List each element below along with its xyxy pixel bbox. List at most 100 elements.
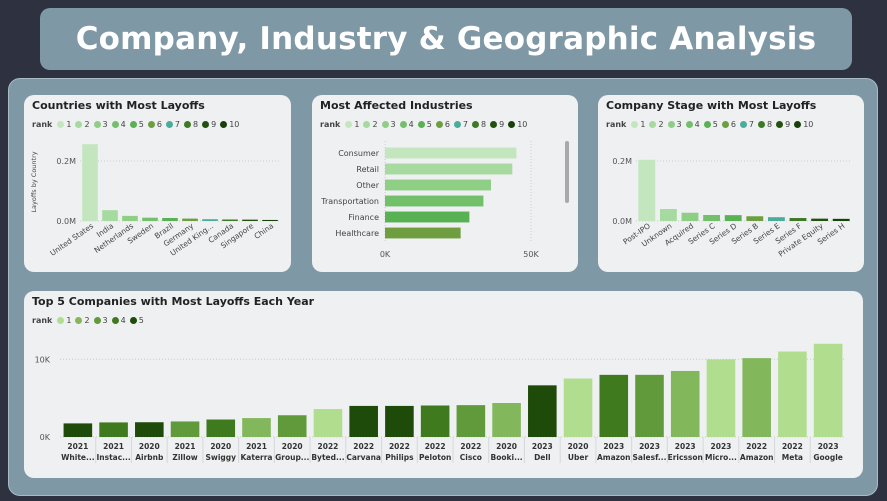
bar-top5-11[interactable] [420, 405, 450, 437]
bar-top5-10[interactable] [385, 405, 414, 437]
legend-item-1[interactable]: 1 [57, 316, 71, 325]
legend-label: 3 [102, 120, 108, 129]
stages-card[interactable]: Company Stage with Most Layoffs rank 1 2 3 4… [598, 95, 864, 272]
bar-top5-15[interactable] [563, 378, 593, 437]
legend-item-1[interactable]: 1 [631, 120, 645, 129]
bar-countries-3[interactable] [122, 215, 138, 221]
top5-legend[interactable]: rank 1 2 3 4 5 [32, 316, 148, 325]
legend-item-3[interactable]: 3 [93, 120, 108, 129]
legend-item-10[interactable]: 10 [220, 120, 239, 129]
bar-stages-10[interactable] [832, 218, 850, 221]
bar-stages-2[interactable] [659, 209, 677, 221]
legend-item-3[interactable]: 3 [93, 316, 108, 325]
bar-top5-18[interactable] [670, 370, 700, 437]
legend-item-4[interactable]: 4 [399, 120, 414, 129]
countries-legend[interactable]: rank 1 2 3 4 5 6 7 8 9 10 [32, 120, 243, 129]
bar-top5-13[interactable] [492, 403, 521, 437]
bar-industries-2[interactable] [385, 163, 513, 175]
bar-top5-4[interactable] [170, 421, 200, 437]
legend-item-4[interactable]: 4 [111, 316, 126, 325]
legend-item-2[interactable]: 2 [75, 120, 90, 129]
bar-top5-21[interactable] [778, 351, 807, 437]
legend-item-6[interactable]: 6 [721, 120, 736, 129]
bar-countries-8[interactable] [222, 219, 238, 222]
bar-top5-22[interactable] [813, 343, 843, 437]
legend-item-5[interactable]: 5 [417, 120, 432, 129]
legend-item-7[interactable]: 7 [739, 120, 754, 129]
legend-item-5[interactable]: 5 [703, 120, 718, 129]
bar-top5-2[interactable] [99, 422, 128, 437]
bar-industries-1[interactable] [385, 147, 517, 159]
bar-stages-1[interactable] [638, 159, 656, 221]
bar-top5-19[interactable] [706, 359, 736, 437]
legend-item-8[interactable]: 8 [184, 120, 198, 129]
scrollbar-thumb[interactable] [565, 141, 569, 203]
x-tick-year: 2022 [318, 442, 339, 451]
bar-top5-9[interactable] [349, 405, 378, 437]
bar-countries-10[interactable] [262, 219, 278, 221]
legend-item-5[interactable]: 5 [129, 316, 144, 325]
bar-top5-14[interactable] [528, 385, 557, 437]
bar-countries-1[interactable] [82, 144, 98, 221]
legend-item-2[interactable]: 2 [75, 316, 90, 325]
legend-item-1[interactable]: 1 [57, 120, 71, 129]
bar-top5-17[interactable] [635, 374, 664, 437]
bar-stages-7[interactable] [767, 217, 785, 221]
industries-legend[interactable]: rank 1 2 3 4 5 6 7 8 9 10 [320, 120, 531, 129]
bar-top5-20[interactable] [742, 358, 771, 437]
countries-card[interactable]: Countries with Most Layoffs rank 1 2 3 4 5 6 7 8… [24, 95, 291, 272]
bar-stages-6[interactable] [746, 216, 764, 221]
legend-item-8[interactable]: 8 [758, 120, 772, 129]
bar-top5-3[interactable] [135, 422, 164, 437]
industries-chart[interactable]: 0K 50K Consumer Retail Other Transportation Fi… [312, 95, 578, 272]
bar-top5-5[interactable] [206, 419, 236, 437]
bar-top5-1[interactable] [63, 423, 93, 437]
bar-countries-6[interactable] [182, 218, 198, 221]
bar-stages-4[interactable] [703, 215, 721, 221]
legend-item-8[interactable]: 8 [472, 120, 486, 129]
bar-top5-16[interactable] [599, 374, 629, 437]
bar-industries-4[interactable] [385, 195, 484, 207]
legend-item-9[interactable]: 9 [490, 120, 504, 129]
bar-industries-6[interactable] [385, 227, 461, 239]
bar-stages-5[interactable] [724, 215, 742, 221]
legend-item-10[interactable]: 10 [508, 120, 527, 129]
stages-legend[interactable]: rank 1 2 3 4 5 6 7 8 9 10 [606, 120, 817, 129]
legend-item-6[interactable]: 6 [435, 120, 450, 129]
bar-stages-3[interactable] [681, 212, 699, 221]
bar-stages-9[interactable] [811, 218, 829, 221]
legend-item-5[interactable]: 5 [129, 120, 144, 129]
legend-item-3[interactable]: 3 [667, 120, 682, 129]
bar-countries-9[interactable] [242, 219, 258, 221]
bar-industries-5[interactable] [385, 211, 470, 223]
top5-chart[interactable]: 0K 10K 2021 White... 2021 Instac... 2020 Airbnb… [24, 291, 863, 478]
legend-item-10[interactable]: 10 [794, 120, 813, 129]
industries-card[interactable]: Most Affected Industries rank 1 2 3 4 5 6 7 8 9 10… [312, 95, 578, 272]
bar-countries-2[interactable] [102, 210, 118, 221]
legend-item-7[interactable]: 7 [453, 120, 468, 129]
bar-stages-8[interactable] [789, 218, 807, 221]
legend-swatch [202, 121, 210, 128]
bar-top5-7[interactable] [277, 415, 307, 437]
bar-countries-7[interactable] [202, 219, 218, 221]
bar-countries-4[interactable] [142, 217, 158, 221]
legend-item-2[interactable]: 2 [649, 120, 664, 129]
legend-item-1[interactable]: 1 [345, 120, 359, 129]
legend-item-3[interactable]: 3 [381, 120, 396, 129]
legend-item-4[interactable]: 4 [685, 120, 700, 129]
bar-top5-12[interactable] [456, 405, 486, 437]
legend-item-2[interactable]: 2 [363, 120, 378, 129]
legend-item-4[interactable]: 4 [111, 120, 126, 129]
legend-item-9[interactable]: 9 [776, 120, 790, 129]
bar-top5-6[interactable] [242, 418, 271, 437]
bar-countries-5[interactable] [162, 218, 178, 221]
legend-item-6[interactable]: 6 [147, 120, 162, 129]
y-tick-label: Transportation [320, 197, 379, 206]
bar-industries-3[interactable] [385, 179, 491, 191]
legend-item-9[interactable]: 9 [202, 120, 216, 129]
top5-card[interactable]: Top 5 Companies with Most Layoffs Each Y… [24, 291, 863, 478]
bar-top5-8[interactable] [313, 409, 343, 437]
legend-item-7[interactable]: 7 [165, 120, 180, 129]
